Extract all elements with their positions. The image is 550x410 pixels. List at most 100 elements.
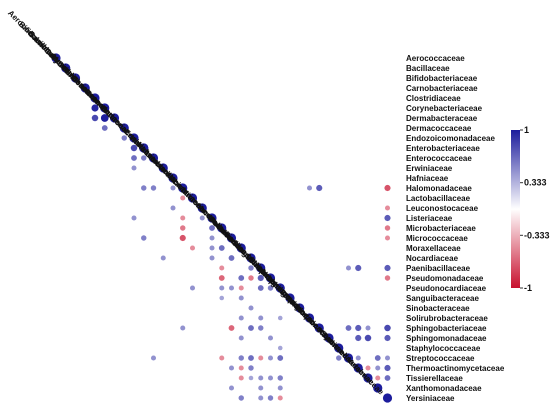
row-label: Pseudomonadaceae [406, 274, 484, 283]
correlation-cell [355, 355, 361, 361]
correlation-cell [218, 275, 225, 281]
row-label: Xanthomonadaceae [406, 384, 482, 393]
column-label: Yersiniaceae [345, 356, 386, 397]
row-label: Microbacteriaceae [406, 224, 476, 233]
row-label: Tissierellaceae [406, 374, 463, 383]
correlation-cell [189, 245, 196, 251]
diagonal-cell-dermabacteraceae [109, 113, 120, 123]
correlation-cell [258, 315, 264, 321]
row-label: Endozoicomonadaceae [406, 134, 495, 143]
diagonal-cell-yersiniaceae [382, 393, 393, 403]
diagonal-cell-tissierellaceae [363, 373, 373, 383]
correlation-cell [228, 325, 235, 331]
colorbar-tick-label: -1 [524, 283, 532, 293]
correlation-cell [248, 375, 254, 381]
row-label: Aerococcaceae [406, 54, 465, 63]
correlation-cell [209, 255, 215, 261]
row-label: Listeriaceae [406, 214, 453, 223]
row-label: Thermoactinomycetaceae [406, 364, 505, 373]
correlation-cell [258, 355, 264, 361]
diagonal-cell-sanguibacteraceae [285, 293, 295, 303]
correlation-cell [384, 275, 391, 281]
correlation-cell [189, 285, 196, 291]
correlation-cell [150, 185, 157, 191]
correlation-cell [384, 184, 391, 192]
correlation-cell [384, 235, 391, 241]
row-label: Yersiniaceae [406, 394, 455, 403]
correlation-cell [267, 395, 274, 401]
row-label: Nocardiaceae [406, 254, 459, 263]
correlation-cell [365, 325, 371, 331]
correlation-cell [91, 114, 99, 122]
diagonal-cell-lactobacillaceae [187, 193, 198, 203]
row-label: Micrococcaceae [406, 234, 468, 243]
row-label: Sanguibacteraceae [406, 294, 479, 303]
correlation-cell [219, 265, 225, 271]
correlation-cell [248, 325, 254, 331]
correlation-cell [228, 285, 235, 291]
correlation-cell [180, 195, 186, 201]
correlation-cell [141, 155, 147, 161]
correlation-cell [277, 345, 283, 351]
correlation-cell [257, 285, 264, 291]
correlation-cell [384, 355, 391, 361]
correlation-cell [238, 365, 244, 371]
diagonal-cell-bifidobacteriaceae [70, 73, 81, 83]
correlation-cell [170, 185, 176, 191]
correlation-cell [277, 375, 283, 381]
correlation-cell [365, 365, 371, 371]
row-label: Sphingomonadaceae [406, 334, 487, 343]
correlation-cell [375, 375, 381, 381]
correlation-cell [170, 205, 176, 211]
diagonal-cell-enterococcaceae [148, 153, 159, 163]
correlation-cell [180, 325, 186, 331]
row-label: Carnobacteriaceae [406, 84, 478, 93]
correlation-cell [228, 365, 235, 371]
row-label: Clostridiaceae [406, 94, 461, 103]
diagonal-cell-microbacteriaceae [217, 223, 227, 233]
row-labels: AerococcaceaeBacillaceaeBifidobacteriace… [406, 54, 505, 403]
diagonal-cell-pseudonocardiaceae [275, 283, 285, 293]
correlation-cell [277, 385, 283, 391]
colorbar: 1 0.333 -0.333 -1 [511, 125, 550, 293]
row-label: Erwiniaceae [406, 164, 453, 173]
correlation-cell [199, 215, 205, 221]
diagonal-cell-sphingomonadaceae [324, 333, 334, 343]
correlation-cell [238, 285, 244, 291]
colorbar-gradient [511, 130, 520, 288]
row-label: Enterococcaceae [406, 154, 472, 163]
correlation-cell [316, 184, 323, 192]
correlation-cell [100, 114, 109, 122]
correlation-cell [267, 375, 274, 381]
row-label: Bifidobacteriaceae [406, 74, 478, 83]
row-label: Sphingobacteriaceae [406, 324, 487, 333]
correlation-cell [384, 324, 391, 332]
correlation-cell [160, 255, 166, 261]
correlation-cell [384, 205, 391, 211]
row-label: Dermabacteraceae [406, 114, 478, 123]
row-label: Bacillaceae [406, 64, 450, 73]
colorbar-tick-label: 0.333 [524, 178, 547, 188]
colorbar-tick-label: 1 [524, 125, 529, 135]
correlation-cell [248, 275, 254, 281]
correlation-cell [91, 104, 99, 112]
row-label: Dermacoccaceae [406, 124, 472, 133]
correlation-cell [364, 334, 372, 342]
colorbar-ticks: 1 0.333 -0.333 -1 [520, 125, 550, 293]
correlation-cell [238, 395, 244, 401]
correlation-cell [258, 385, 264, 391]
correlation-cell [277, 395, 283, 401]
correlation-cell [336, 355, 342, 361]
diagonal-cell-xanthomonadaceae [373, 383, 383, 393]
row-label: Leuconostocaceae [406, 204, 479, 213]
diagonal-cell-nocardiaceae [246, 253, 256, 263]
correlation-cell [384, 364, 391, 372]
row-label: Hafniaceae [406, 174, 449, 183]
correlation-cell [384, 334, 391, 342]
correlation-cell [384, 225, 391, 231]
diagonal-cell-endozoicomonadaceae [129, 133, 139, 143]
diagonal-cell-erwiniaceae [158, 163, 168, 173]
row-label: Moraxellaceae [406, 244, 461, 253]
diagonal-cell-thermoactinomycetaceae [353, 363, 363, 373]
correlation-cell [131, 165, 137, 171]
